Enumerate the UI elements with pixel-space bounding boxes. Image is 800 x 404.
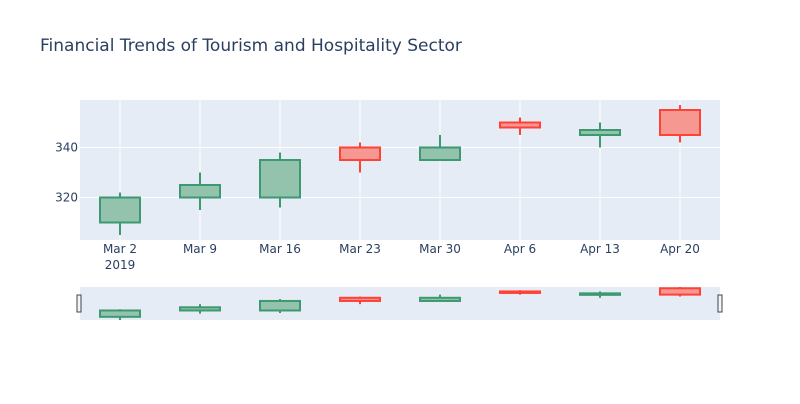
x-axis-ticks: Mar 2 Mar 9 Mar 16 Mar 23 Mar 30 Apr 6 Apr 13 A… (103, 242, 700, 256)
x-tick-label: Apr 20 (660, 242, 700, 256)
candle-body (99, 196, 141, 224)
rangeslider-candle-body (99, 309, 141, 318)
x-tick-label: Apr 6 (504, 242, 536, 256)
rangeslider-candle-body (659, 287, 701, 296)
plot-area (80, 100, 720, 240)
candles[interactable] (99, 105, 701, 235)
rangeslider-candle-body (259, 299, 301, 312)
rangeslider-right-handle[interactable] (717, 294, 723, 313)
x-tick-label: Mar 9 (183, 242, 217, 256)
candle-body (419, 146, 461, 161)
candle-body (659, 109, 701, 136)
rangeslider-candle-body (339, 296, 381, 302)
x-tick-label: Mar 23 (339, 242, 381, 256)
candle-body (339, 146, 381, 161)
y-tick-label: 340 (55, 141, 78, 155)
candle-body (179, 184, 221, 199)
candle-body (579, 129, 621, 136)
candle-body (259, 159, 301, 199)
chart-title: Financial Trends of Tourism and Hospital… (40, 36, 462, 56)
x-tick-label: Apr 13 (580, 242, 620, 256)
x-year-label: 2019 (105, 258, 136, 272)
x-tick-label: Mar 30 (419, 242, 461, 256)
rangeslider-candle-body (179, 306, 221, 312)
rangeslider-candle-body (579, 292, 621, 296)
x-tick-label: Mar 2 (103, 242, 137, 256)
rangeslider-left-handle[interactable] (76, 294, 82, 313)
rangeslider-candle-body (499, 290, 541, 294)
x-tick-label: Mar 16 (259, 242, 301, 256)
rangeslider-candles (99, 287, 701, 320)
rangeslider-track[interactable] (80, 287, 720, 320)
rangeslider-candle-body (419, 296, 461, 302)
candle-body (499, 121, 541, 129)
y-axis-ticks: 320 340 (55, 141, 78, 205)
y-tick-label: 320 (55, 191, 78, 205)
